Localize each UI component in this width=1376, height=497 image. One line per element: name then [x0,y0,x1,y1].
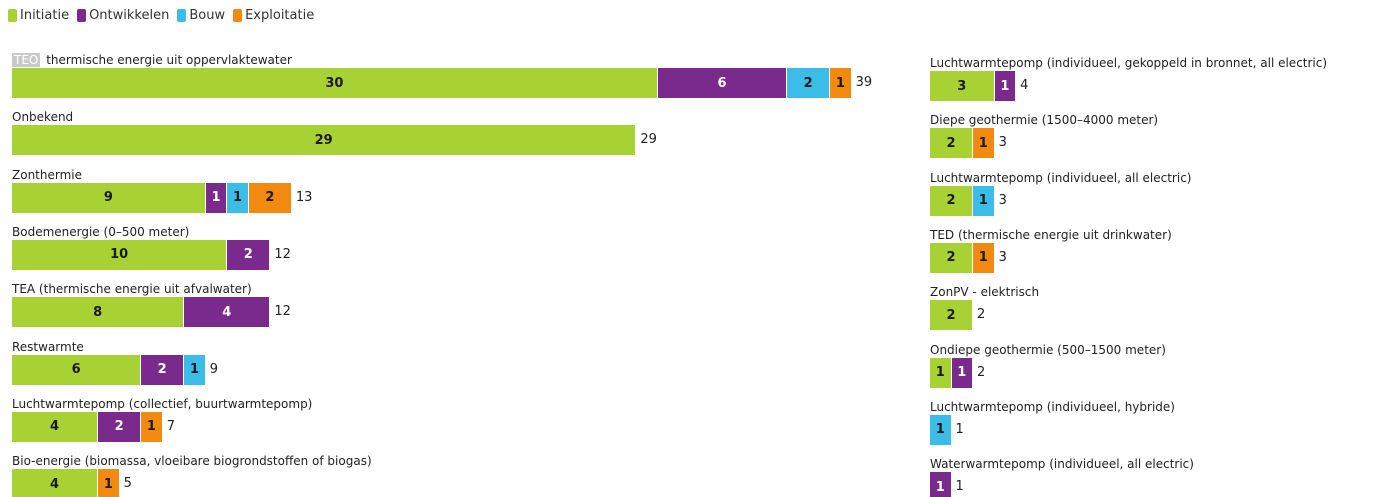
category-label-text: Restwarmte [12,339,84,354]
bar-segment-initiatie: 2 [930,185,974,216]
bar-total-label: 9 [209,361,219,377]
category-label: TEO thermische energie uit oppervlaktewa… [12,53,292,67]
category-label-text: ZonPV - elektrisch [930,285,1040,300]
bar-segment-exploitatie: 2 [248,182,292,213]
bar-segment-initiatie: 30 [12,68,658,98]
bar-segment-bouw: 1 [184,354,206,385]
bar-total-label: 13 [295,189,313,205]
bar-segment-exploitatie: 1 [141,411,163,442]
bar-total-label: 2 [977,307,986,323]
category-label-text: Bio-energie (biomassa, vloeibare biogron… [12,454,372,469]
legend-item-bouw: Bouw [177,8,225,23]
bar-segment-exploitatie: 1 [973,242,995,273]
bar-segment-ontwikkelen: 1 [930,472,952,497]
bar-segment-initiatie: 3 [930,71,995,101]
category-label: TEA (thermische energie uit afvalwater) [12,282,252,296]
legend-label-exploitatie: Exploitatie [245,8,315,23]
category-tag: TEO [12,53,41,67]
category-label-text: TED (thermische energie uit drinkwater) [930,227,1172,242]
category-label: Luchtwarmtepomp (individueel, gekoppeld … [930,56,1327,70]
category-label-text: Luchtwarmtepomp (individueel, gekoppeld … [930,56,1328,70]
category-label-text: TEA (thermische energie uit afvalwater) [12,282,252,297]
category-label-text: Zonthermie [12,167,82,182]
bar-segment-initiatie: 29 [12,125,637,156]
bar-total-label: 3 [998,135,1007,151]
bar-total-label: 5 [123,476,132,492]
category-label: Bio-energie (biomassa, vloeibare biogron… [12,454,372,468]
legend-swatch-bouw [177,9,187,22]
bar-segment-bouw: 1 [227,182,249,213]
bar-segment-exploitatie: 1 [98,469,120,497]
bar-total-label: 2 [977,364,986,380]
bar-total-label: 12 [274,246,291,262]
bar-segment-initiatie: 4 [12,469,99,497]
legend-item-exploitatie: Exploitatie [233,8,314,23]
bar-segment-initiatie: 4 [12,411,99,442]
legend: Initiatie Ontwikkelen Bouw Exploitatie [8,8,322,23]
legend-label-initiatie: Initiatie [20,8,70,23]
bar-total-label: 29 [640,132,657,148]
bar-total-label: 3 [998,192,1007,208]
category-label-text: Diepe geothermie (1500–4000 meter) [930,113,1159,128]
category-label: Ondiepe geothermie (500–1500 meter) [930,343,1166,357]
legend-swatch-exploitatie [233,9,243,22]
bar-segment-initiatie: 10 [12,239,228,270]
bar-total-label: 1 [955,421,964,437]
category-label: Luchtwarmtepomp (individueel, hybride) [930,400,1175,414]
bar-segment-initiatie: 2 [930,300,974,331]
category-label: Luchtwarmtepomp (individueel, all electr… [930,171,1191,185]
legend-label-bouw: Bouw [189,8,226,23]
bar-total-label: 4 [1020,78,1029,93]
legend-swatch-initiatie [8,9,17,22]
bar-segment-initiatie: 9 [12,182,206,213]
bar-segment-initiatie: 6 [12,354,142,385]
bar-segment-ontwikkelen: 1 [994,71,1017,101]
bar-total-label: 3 [998,249,1007,265]
bar-segment-bouw: 1 [973,185,995,216]
bar-segment-exploitatie: 1 [973,128,995,159]
category-label-text: Waterwarmtepomp (individueel, all electr… [930,457,1194,472]
category-label-text: thermische energie uit oppervlaktewater [46,53,292,67]
bar-segment-initiatie: 1 [930,357,952,388]
bar-total-label: 7 [166,418,175,434]
bar-segment-ontwikkelen: 1 [951,357,974,388]
category-label-text: Onbekend [12,110,74,125]
category-label: Waterwarmtepomp (individueel, all electr… [930,457,1194,471]
bar-segment-exploitatie: 1 [830,68,852,98]
bar-segment-bouw: 1 [930,414,952,445]
bar-segment-ontwikkelen: 2 [98,411,142,442]
category-label-text: Bodemenergie (0–500 meter) [12,224,190,239]
category-label-text: Luchtwarmtepomp (individueel, all electr… [930,170,1192,185]
bar-segment-initiatie: 8 [12,297,185,328]
category-label: Onbekend [12,110,73,124]
bar-segment-initiatie: 2 [930,128,974,159]
bar-segment-ontwikkelen: 2 [227,239,271,270]
legend-item-ontwikkelen: Ontwikkelen [77,8,169,23]
bar-total-label: 39 [855,75,873,90]
category-label: ZonPV - elektrisch [930,285,1039,299]
category-label: Bodemenergie (0–500 meter) [12,225,189,239]
bar-total-label: 1 [955,479,964,495]
bar-total-label: 12 [274,304,291,320]
bar-segment-initiatie: 2 [930,242,974,273]
category-label-text: Luchtwarmtepomp (individueel, hybride) [930,399,1175,414]
category-label: Luchtwarmtepomp (collectief, buurtwarmte… [12,397,312,411]
category-label: Zonthermie [12,168,82,182]
bar-segment-ontwikkelen: 6 [657,68,788,98]
legend-item-initiatie: Initiatie [8,8,69,23]
category-label: Restwarmte [12,340,84,354]
bar-segment-ontwikkelen: 1 [205,182,228,213]
category-label: Diepe geothermie (1500–4000 meter) [930,113,1158,127]
bar-segment-ontwikkelen: 4 [184,297,271,328]
bar-segment-bouw: 2 [787,68,831,98]
category-label: TED (thermische energie uit drinkwater) [930,228,1172,242]
category-label-text: Luchtwarmtepomp (collectief, buurtwarmte… [12,396,313,411]
category-label-text: Ondiepe geothermie (500–1500 meter) [930,342,1166,357]
legend-swatch-ontwikkelen [77,9,87,22]
bar-segment-ontwikkelen: 2 [141,354,185,385]
legend-label-ontwikkelen: Ontwikkelen [89,8,170,23]
